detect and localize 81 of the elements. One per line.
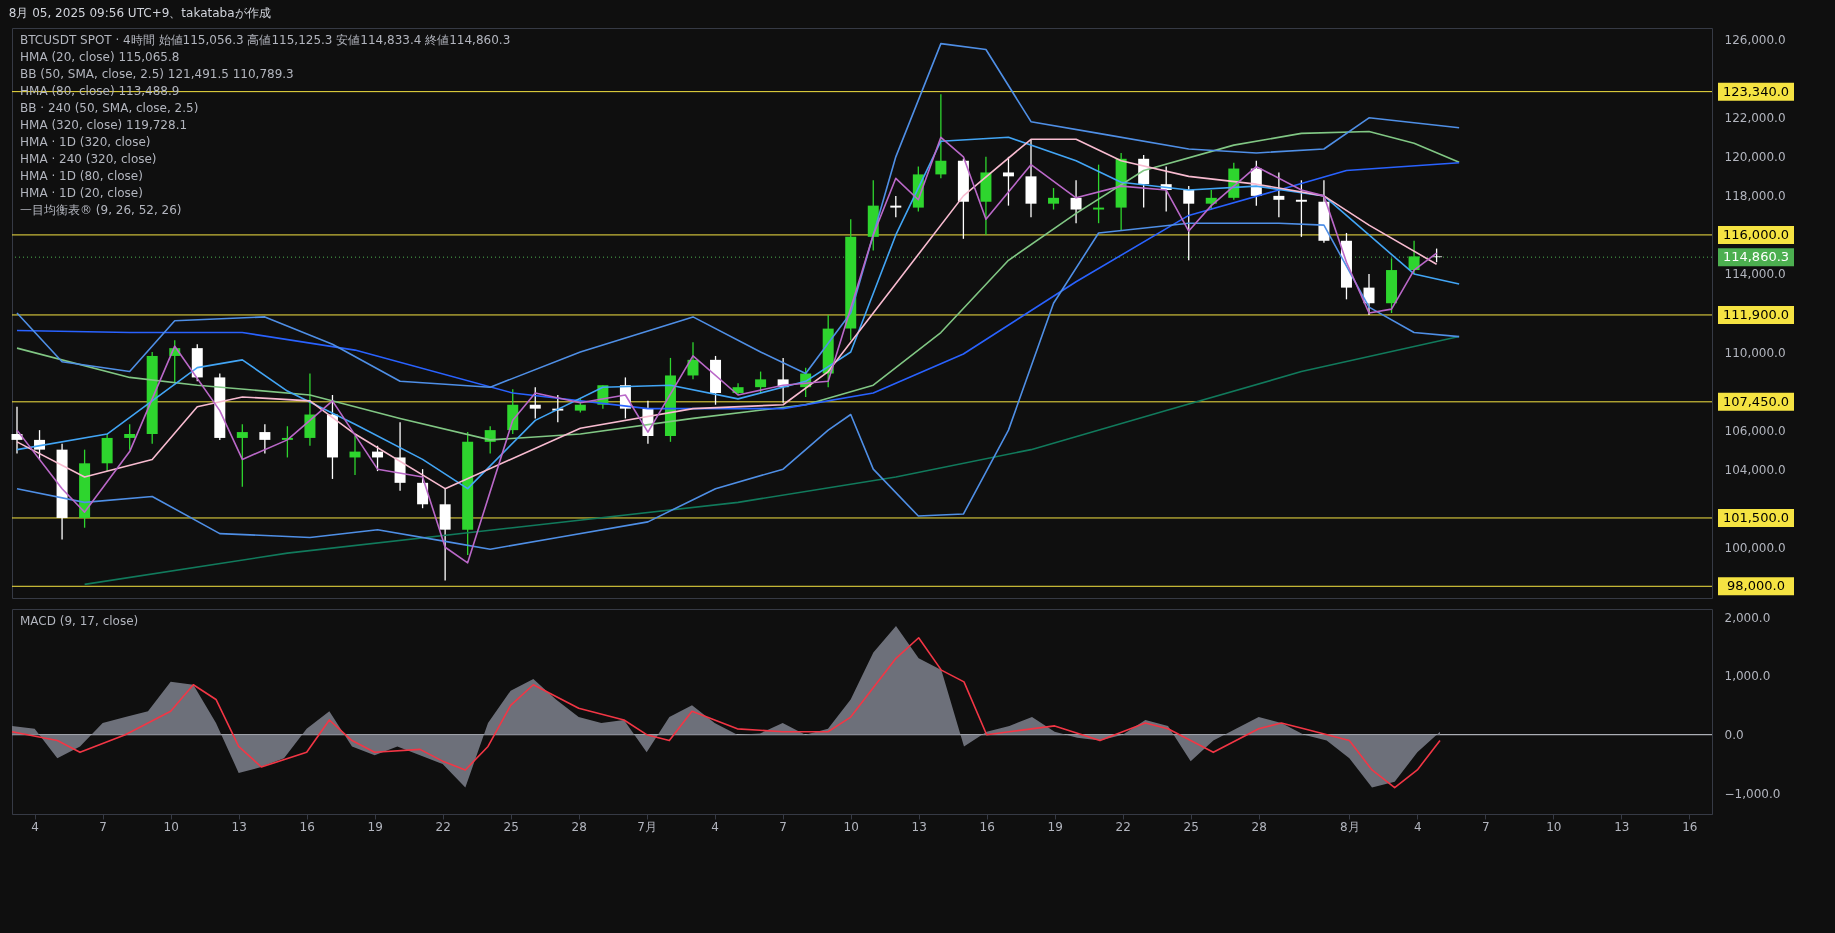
line-series (16, 130, 1460, 441)
x-tick-label: 4 (31, 819, 39, 834)
x-tick-label: 16 (299, 819, 315, 834)
x-tick-label: 4 (1414, 819, 1422, 834)
y-tick-label: 1,000.0 (1724, 669, 1771, 684)
x-tick-label: 7 (1482, 819, 1490, 834)
ref-line-label: 107,450.0 (1722, 393, 1790, 409)
candlestick (259, 423, 271, 455)
y-tick-label: 114,000.0 (1724, 267, 1786, 282)
candlestick (529, 386, 541, 420)
annotation: HMA (320, close) 119,728.1 (20, 118, 188, 132)
y-tick-label: 122,000.0 (1724, 111, 1786, 126)
y-tick-label: 2,000.0 (1724, 610, 1771, 625)
y-tick-label: 0.0 (1724, 728, 1744, 743)
x-tick-label: 8月 (1340, 819, 1360, 834)
x-tick-label: 22 (435, 819, 451, 834)
x-tick-label: 10 (163, 819, 179, 834)
x-tick-label: 7 (99, 819, 107, 834)
y-tick-label: 100,000.0 (1724, 540, 1786, 555)
ref-line-label: 123,340.0 (1722, 83, 1790, 99)
candlestick (1093, 163, 1105, 224)
ref-line-label: 114,860.3 (1722, 249, 1790, 265)
y-tick-label: 106,000.0 (1724, 423, 1786, 438)
x-tick-label: 19 (367, 819, 383, 834)
annotation: HMA · 1D (20, close) (20, 186, 143, 200)
candlestick (890, 195, 902, 218)
line-series (16, 222, 1460, 550)
candlestick (124, 423, 136, 451)
annotation: BTCUSDT SPOT · 4時間 始値115,056.3 高値115,125.3 安値114,833.4 終値114,860.3 (20, 33, 511, 47)
x-tick-label: 4 (711, 819, 719, 834)
x-tick-label: 25 (1183, 819, 1199, 834)
x-tick-label: 13 (1614, 819, 1630, 834)
y-tick-label: 110,000.0 (1724, 345, 1786, 360)
annotation: HMA · 1D (320, close) (20, 135, 151, 149)
y-tick-label: 126,000.0 (1724, 33, 1786, 48)
x-tick-label: 16 (979, 819, 995, 834)
chart-title: MACD (9, 17, close) (20, 614, 139, 628)
x-tick-label: 10 (843, 819, 859, 834)
candlestick (1363, 273, 1375, 316)
y-tick-label: 104,000.0 (1724, 462, 1786, 477)
candlestick (1273, 171, 1285, 218)
candlestick (1205, 189, 1217, 211)
annotation: HMA · 1D (80, close) (20, 169, 143, 183)
x-tick-label: 13 (231, 819, 247, 834)
y-tick-label: 118,000.0 (1724, 189, 1786, 204)
x-tick-label: 10 (1546, 819, 1562, 834)
candlestick (1002, 156, 1014, 207)
candlestick (1070, 179, 1082, 224)
candlestick (417, 468, 429, 509)
x-tick-label: 28 (571, 819, 587, 834)
y-tick-label: 120,000.0 (1724, 150, 1786, 165)
annotation: 一目均衡表® (9, 26, 52, 26) (20, 203, 182, 217)
candlestick (236, 423, 248, 488)
x-tick-label: 7月 (637, 819, 657, 834)
x-tick-label: 19 (1047, 819, 1063, 834)
x-tick-label: 16 (1682, 819, 1698, 834)
annotation: BB · 240 (50, SMA, close, 2.5) (20, 101, 199, 115)
ref-line-label: 98,000.0 (1727, 578, 1785, 594)
y-tick-label: −1,000.0 (1724, 786, 1781, 801)
candlestick (1408, 240, 1420, 275)
candlestick (755, 370, 767, 394)
candlestick (1295, 179, 1307, 238)
annotation: BB (50, SMA, close, 2.5) 121,491.5 110,789.3 (20, 67, 294, 81)
x-tick-label: 25 (503, 819, 519, 834)
candlestick (935, 93, 947, 179)
candlestick (11, 406, 23, 455)
candlestick (687, 341, 699, 381)
x-tick-label: 22 (1115, 819, 1131, 834)
x-tick-label: 28 (1251, 819, 1267, 834)
ref-line-label: 116,000.0 (1722, 226, 1790, 242)
annotation: HMA (20, close) 115,065.8 (20, 50, 180, 64)
annotation: HMA · 240 (320, close) (20, 152, 157, 166)
line-series (83, 335, 1460, 586)
x-tick-label: 13 (911, 819, 927, 834)
ref-line-label: 111,900.0 (1722, 306, 1790, 322)
chart-title: 8月 05, 2025 09:56 UTC+9、takatabaが作成 (8, 5, 271, 20)
ref-line-label: 101,500.0 (1722, 509, 1790, 525)
candlestick (1048, 187, 1060, 211)
x-tick-label: 7 (779, 819, 787, 834)
line-series (16, 136, 1438, 564)
candlestick (1183, 185, 1195, 261)
